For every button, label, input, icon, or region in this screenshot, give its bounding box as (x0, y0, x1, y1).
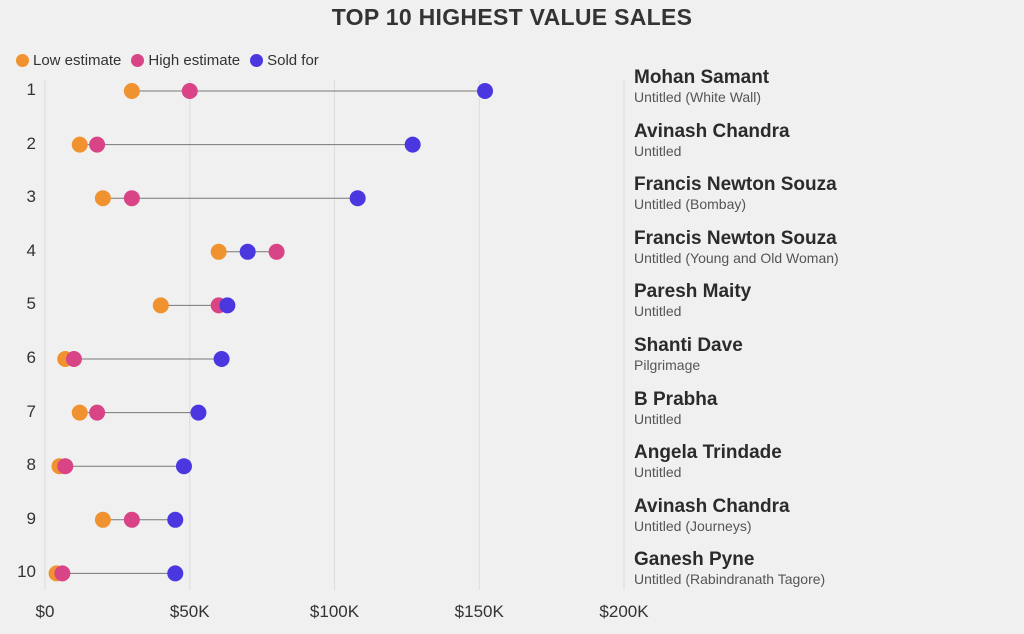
row-label: Avinash Chandra Untitled (634, 121, 790, 160)
point-sold-for (167, 565, 184, 582)
legend-label-high: High estimate (148, 52, 241, 69)
artwork-title: Untitled (634, 410, 682, 427)
rank-label: 3 (26, 187, 36, 207)
point-low-estimate (152, 297, 169, 314)
legend-item-high[interactable]: High estimate (131, 52, 240, 69)
artist-name: Avinash Chandra (634, 120, 790, 142)
artist-name: Francis Newton Souza (634, 227, 837, 249)
legend-label-low: Low estimate (33, 52, 122, 69)
artist-name: Ganesh Pyne (634, 549, 755, 571)
artwork-title: Untitled (Journeys) (634, 517, 752, 534)
point-high-estimate (65, 351, 82, 367)
artwork-title: Untitled (634, 303, 682, 320)
row-label: B Prabha Untitled (634, 389, 717, 428)
point-high-estimate (89, 136, 106, 153)
row-label: Paresh Maity Untitled (634, 281, 751, 320)
point-high-estimate (54, 565, 71, 582)
legend-label-sold: Sold for (267, 52, 319, 69)
row-label: Francis Newton Souza Untitled (Young and … (634, 228, 839, 267)
point-high-estimate (268, 243, 285, 260)
legend-swatch-low (16, 54, 29, 67)
x-tick-label: $0 (36, 602, 55, 621)
artist-name: Paresh Maity (634, 281, 752, 303)
point-high-estimate (181, 83, 198, 99)
row-label: Ganesh Pyne Untitled (Rabindranath Tagore… (634, 549, 825, 588)
x-tick-label: $50K (170, 602, 210, 621)
point-low-estimate (71, 404, 88, 421)
rank-label: 10 (17, 562, 36, 582)
artist-name: Mohan Samant (634, 67, 770, 88)
point-sold-for (404, 136, 421, 153)
x-tick-label: $200K (599, 602, 649, 621)
rank-label: 6 (26, 348, 36, 367)
row-label: Shanti Dave Pilgrimage (634, 335, 743, 374)
point-high-estimate (57, 458, 74, 475)
point-sold-for (213, 351, 230, 367)
point-low-estimate (94, 511, 111, 528)
row-label: Angela Trindade Untitled (634, 442, 782, 481)
rank-label: 7 (26, 401, 36, 421)
row-label: Mohan Samant Untitled (White Wall) (634, 67, 769, 106)
artist-name: B Prabha (634, 388, 718, 410)
point-low-estimate (210, 243, 227, 260)
legend-swatch-high (131, 54, 145, 67)
rank-label: 2 (26, 133, 36, 153)
artist-name: Angela Trindade (634, 442, 782, 464)
point-sold-for (349, 190, 366, 207)
legend-swatch-sold (250, 54, 264, 67)
chart-title: TOP 10 HIGHEST VALUE SALES (331, 4, 693, 30)
artist-name: Shanti Dave (634, 335, 743, 356)
artwork-title: Pilgrimage (634, 357, 701, 373)
rank-label: 5 (26, 294, 36, 314)
point-low-estimate (94, 190, 111, 207)
rank-label: 8 (26, 455, 36, 475)
artist-name: Francis Newton Souza (634, 174, 837, 196)
artwork-title: Untitled (634, 464, 682, 481)
x-tick-label: $150K (455, 602, 505, 621)
point-high-estimate (123, 511, 140, 528)
rank-label: 1 (26, 80, 36, 99)
legend-item-sold[interactable]: Sold for (250, 52, 319, 69)
x-tick-label: $100K (310, 602, 360, 621)
rank-label: 4 (26, 240, 36, 260)
point-sold-for (477, 83, 494, 99)
legend: Low estimate High estimate Sold for (16, 52, 329, 69)
artwork-title: Untitled (Young and Old Woman) (634, 249, 839, 266)
point-low-estimate (123, 83, 140, 99)
point-sold-for (167, 511, 184, 528)
row-label: Francis Newton Souza Untitled (Bombay) (634, 174, 837, 213)
row-label: Avinash Chandra Untitled (Journeys) (634, 496, 790, 535)
artwork-title: Untitled (634, 142, 682, 159)
artist-name: Avinash Chandra (634, 495, 790, 517)
artwork-title: Untitled (Rabindranath Tagore) (634, 571, 826, 588)
artwork-title: Untitled (Bombay) (634, 196, 747, 213)
point-low-estimate (71, 136, 88, 153)
point-sold-for (219, 297, 236, 314)
legend-item-low[interactable]: Low estimate (16, 52, 121, 69)
rank-label: 9 (26, 508, 36, 528)
point-high-estimate (123, 190, 140, 207)
artwork-title: Untitled (White Wall) (634, 89, 762, 105)
point-sold-for (190, 404, 207, 421)
point-high-estimate (89, 404, 106, 421)
point-sold-for (175, 458, 192, 475)
point-sold-for (239, 243, 256, 260)
